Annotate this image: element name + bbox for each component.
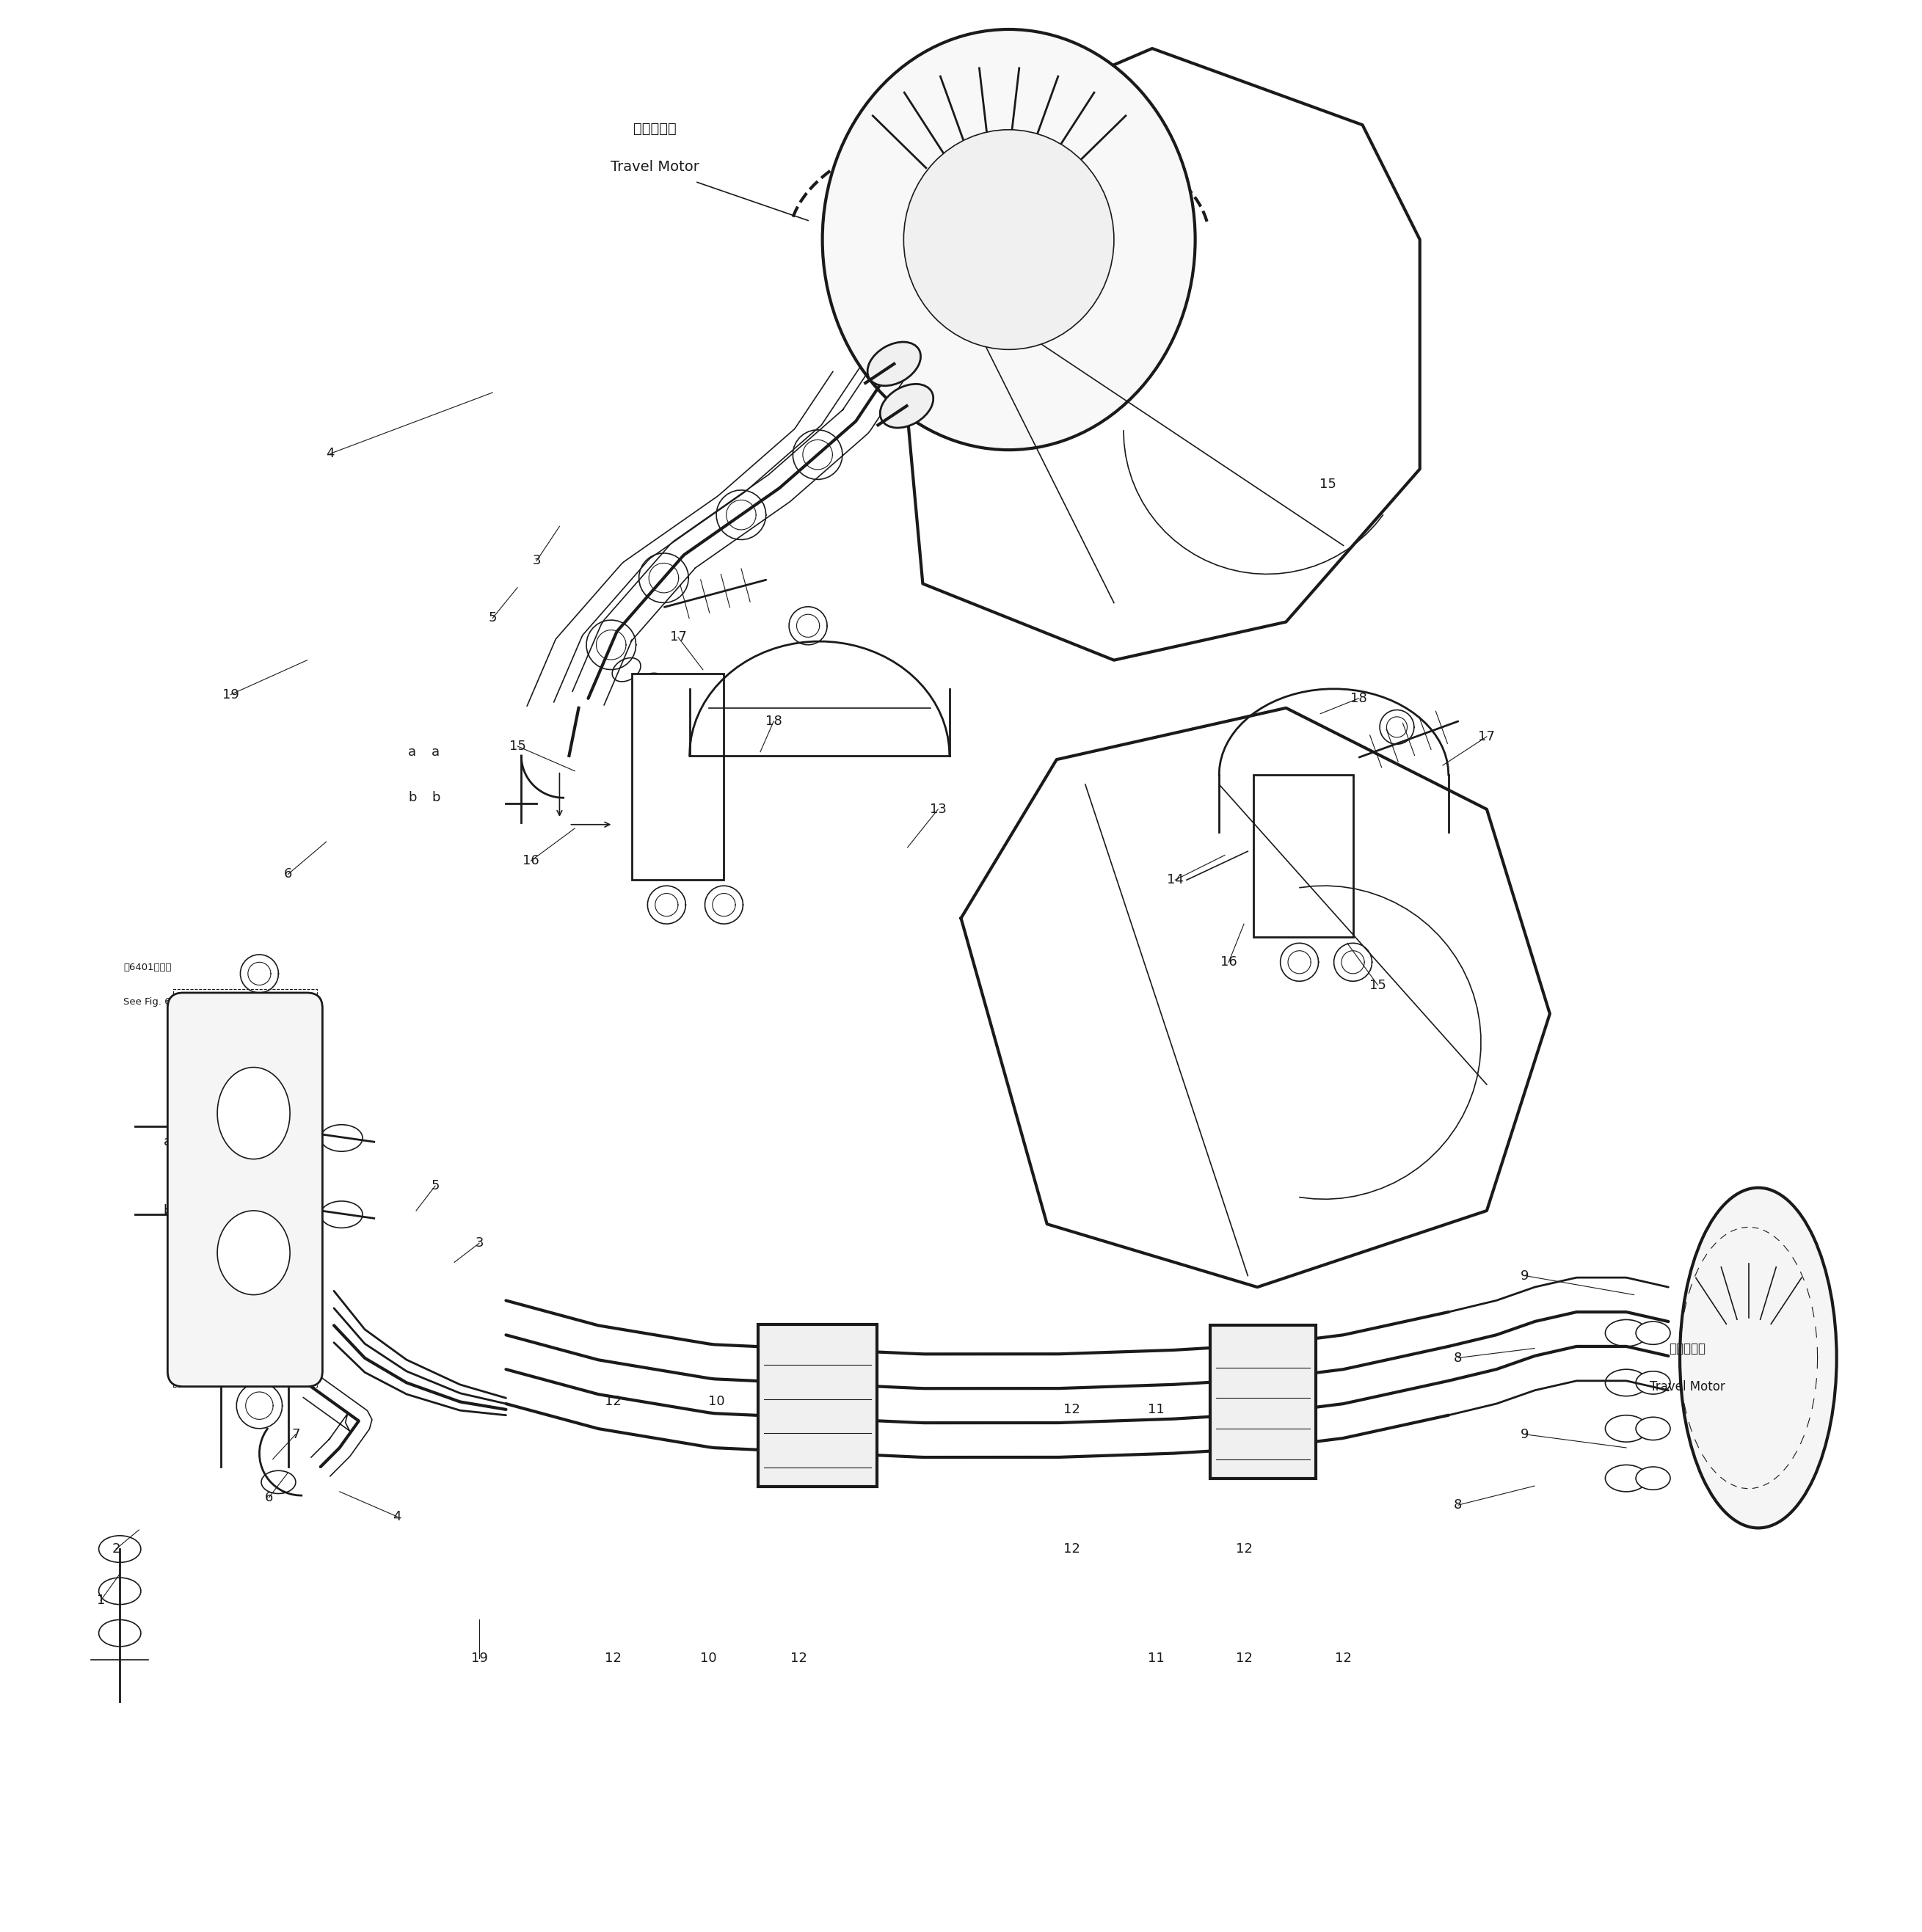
- Text: 6: 6: [265, 1492, 273, 1503]
- Text: 6: 6: [284, 867, 292, 881]
- Text: 5: 5: [431, 1179, 440, 1192]
- Bar: [173, 989, 317, 1387]
- Ellipse shape: [321, 1124, 363, 1151]
- Text: b: b: [431, 792, 440, 804]
- Ellipse shape: [1605, 1370, 1647, 1397]
- Text: Travel Motor: Travel Motor: [1649, 1379, 1726, 1393]
- Text: 2: 2: [111, 1542, 121, 1555]
- Text: 7: 7: [292, 1428, 300, 1441]
- Text: See Fig. 6401: See Fig. 6401: [123, 997, 190, 1007]
- Ellipse shape: [823, 29, 1195, 450]
- Text: b: b: [163, 1204, 171, 1217]
- Bar: [1253, 775, 1353, 937]
- Ellipse shape: [657, 688, 686, 713]
- Text: 15: 15: [509, 740, 527, 753]
- Bar: [632, 674, 725, 879]
- Ellipse shape: [98, 1578, 140, 1604]
- Text: 9: 9: [1520, 1428, 1530, 1441]
- Text: 14: 14: [1167, 873, 1184, 887]
- Text: 12: 12: [1236, 1652, 1253, 1665]
- Text: 3: 3: [475, 1236, 484, 1250]
- Text: 12: 12: [1336, 1652, 1351, 1665]
- Text: 16: 16: [1220, 956, 1238, 968]
- Text: 10: 10: [707, 1395, 725, 1408]
- Text: 10: 10: [700, 1652, 717, 1665]
- Text: 12: 12: [796, 1395, 813, 1408]
- Ellipse shape: [1636, 1321, 1670, 1345]
- Ellipse shape: [1636, 1372, 1670, 1395]
- Ellipse shape: [867, 342, 921, 386]
- Bar: [759, 1325, 876, 1488]
- Ellipse shape: [1605, 1464, 1647, 1492]
- Text: 4: 4: [392, 1511, 402, 1522]
- Text: 15: 15: [1368, 978, 1386, 991]
- Text: 4: 4: [327, 446, 334, 460]
- Ellipse shape: [634, 672, 663, 697]
- Text: 12: 12: [605, 1395, 621, 1408]
- Text: 1: 1: [96, 1594, 106, 1607]
- Ellipse shape: [1636, 1418, 1670, 1439]
- Ellipse shape: [1605, 1320, 1647, 1347]
- Text: 12: 12: [1063, 1542, 1080, 1555]
- Text: 走行モータ: 走行モータ: [634, 122, 677, 135]
- Text: 18: 18: [765, 715, 782, 728]
- Ellipse shape: [217, 1211, 290, 1294]
- Text: 11: 11: [1147, 1652, 1165, 1665]
- Text: 8: 8: [1453, 1350, 1463, 1364]
- Text: a: a: [163, 1136, 171, 1148]
- Text: b: b: [407, 792, 417, 804]
- Ellipse shape: [903, 129, 1115, 350]
- Text: 8: 8: [1453, 1499, 1463, 1511]
- Ellipse shape: [880, 384, 934, 427]
- Ellipse shape: [98, 1619, 140, 1646]
- Text: 17: 17: [669, 630, 686, 643]
- Ellipse shape: [321, 1202, 363, 1229]
- Text: Travel Motor: Travel Motor: [611, 160, 700, 174]
- Text: 15: 15: [1320, 477, 1336, 491]
- Ellipse shape: [1680, 1188, 1837, 1528]
- Text: a: a: [431, 746, 440, 759]
- Text: a: a: [407, 746, 417, 759]
- Text: 12: 12: [790, 1652, 807, 1665]
- Text: 19: 19: [223, 688, 238, 701]
- Text: 第6401図参照: 第6401図参照: [123, 962, 171, 972]
- Ellipse shape: [217, 1066, 290, 1159]
- Text: 17: 17: [1478, 730, 1495, 744]
- FancyBboxPatch shape: [167, 993, 323, 1387]
- Text: 3: 3: [532, 554, 540, 568]
- Text: 12: 12: [1236, 1542, 1253, 1555]
- Ellipse shape: [613, 657, 640, 682]
- Ellipse shape: [1636, 1466, 1670, 1490]
- Text: 12: 12: [1063, 1403, 1080, 1416]
- Ellipse shape: [98, 1536, 140, 1563]
- Text: 18: 18: [1351, 692, 1367, 705]
- Ellipse shape: [261, 1470, 296, 1493]
- Text: 13: 13: [930, 802, 946, 815]
- Bar: [1211, 1325, 1317, 1478]
- Text: 5: 5: [488, 612, 496, 624]
- Text: 12: 12: [1236, 1403, 1253, 1416]
- Text: 9: 9: [1520, 1269, 1530, 1283]
- Text: 7: 7: [292, 1327, 300, 1339]
- Text: 12: 12: [605, 1652, 621, 1665]
- Text: 走行モータ: 走行モータ: [1668, 1341, 1707, 1354]
- Ellipse shape: [1605, 1416, 1647, 1441]
- Text: 11: 11: [1147, 1403, 1165, 1416]
- Text: 16: 16: [523, 854, 540, 867]
- Text: 19: 19: [471, 1652, 488, 1665]
